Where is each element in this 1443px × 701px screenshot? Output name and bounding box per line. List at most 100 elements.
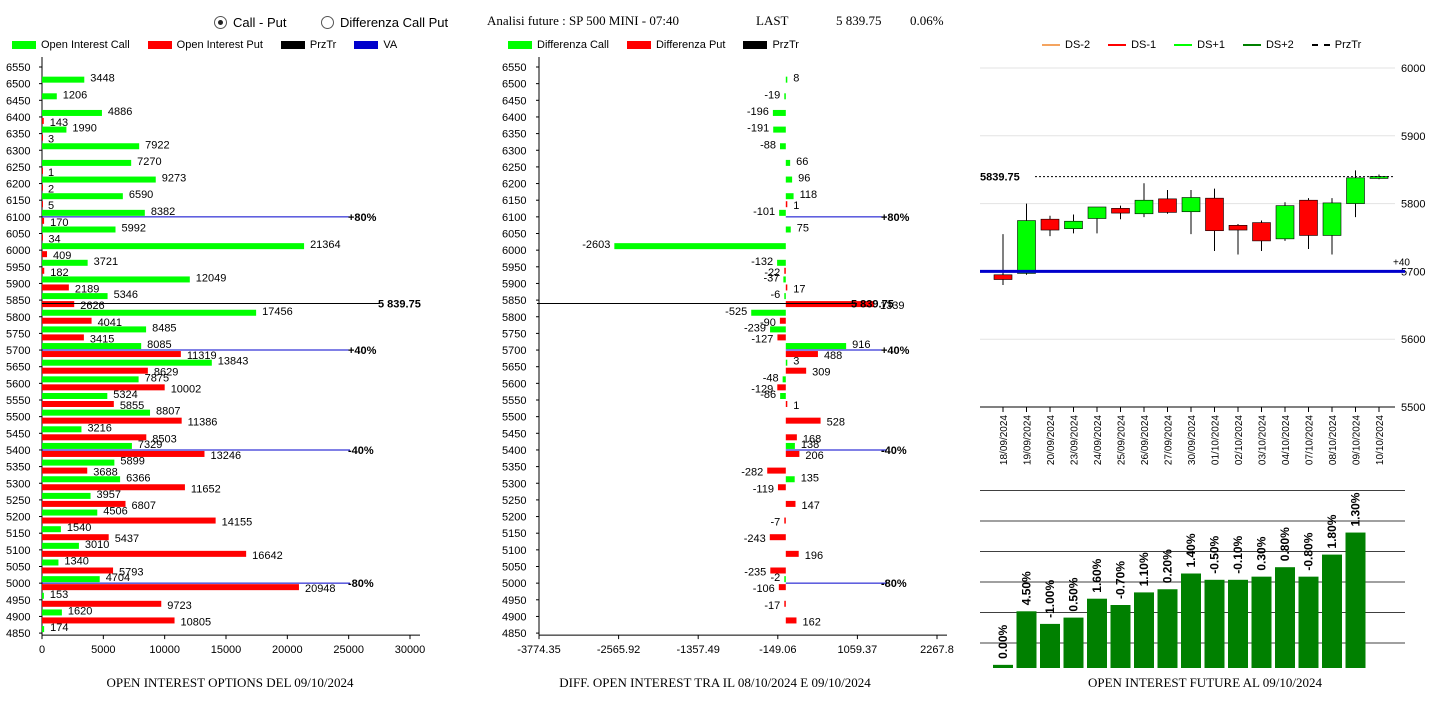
put-bar [42,317,92,324]
legend-line-przTr-3 [1311,44,1330,46]
put-bar [42,201,43,208]
put-value-label: 14155 [222,517,253,529]
call-value-label: 8382 [151,206,175,218]
legend-przTr-3: PrzTr [1334,39,1362,51]
diff-put-bar [785,201,788,208]
diff-put-bar [785,367,807,374]
future-oi-label: 0.80% [1278,527,1292,561]
date-tick-label: 23/09/2024 [1070,415,1081,465]
future-oi-bar [1298,576,1319,668]
call-value-label: 1540 [67,522,91,534]
diff-put-bar [777,334,786,341]
call-value-label: 12049 [196,272,227,284]
call-value-label: 5346 [114,289,138,301]
analysis-title: Analisi future : SP 500 MINI - 07:40 [487,13,679,28]
legend-diff: Differenza Call Differenza Put PrzTr [508,39,817,51]
legend-ds: DS-2 DS-1 DS+1 DS+2 PrzTr [1042,39,1379,51]
x-tick-label: 0 [39,644,45,656]
diff-call-value-label: 135 [801,472,819,484]
call-bar [42,109,102,116]
strike-tick-label: 6450 [6,95,30,107]
diff-call-bar [784,576,786,583]
put-bar [42,267,45,274]
diff-call-value-label: -101 [753,206,775,218]
date-tick-label: 10/10/2024 [1375,415,1386,465]
diff-put-value-label: 488 [824,350,842,362]
strike-tick-label: 6000 [502,245,526,257]
call-value-label: 8485 [152,322,176,334]
future-oi-bar [1016,611,1037,668]
candle-body [1275,205,1295,240]
put-bar [42,367,148,374]
put-value-label: 8503 [152,433,176,445]
put-bar [42,434,147,441]
diff-put-bar [767,467,786,474]
date-tick-label: 02/10/2024 [1234,415,1245,465]
candle-body [1252,222,1271,242]
strike-tick-label: 5850 [6,295,30,307]
strike-tick-label: 6250 [6,162,30,174]
call-bar [42,309,257,316]
put-value-label: 10805 [181,616,212,628]
call-bar [42,376,139,383]
strike-tick-label: 5550 [6,395,30,407]
put-value-label: 6807 [131,500,155,512]
strike-tick-label: 5800 [6,312,30,324]
diff-call-bar [785,76,788,83]
future-oi-label: 0.30% [1255,536,1269,570]
strike-tick-label: 5150 [6,528,30,540]
put-value-label: 2 [48,184,54,196]
y-tick-label: 5700 [1401,266,1425,278]
strike-tick-label: 6100 [502,212,526,224]
call-value-label: 3010 [85,539,109,551]
future-oi-bar [1181,573,1201,668]
diff-put-value-label: 162 [802,616,820,628]
strike-tick-label: 5400 [6,445,30,457]
strike-tick-label: 5200 [6,512,30,524]
future-oi-bar [1157,589,1178,668]
put-value-label: 5 [48,200,54,212]
x-tick-label: -2565.92 [597,644,640,656]
strike-tick-label: 5450 [502,428,526,440]
x-tick-label: -149.06 [759,644,796,656]
last-value: 5 839.75 [836,13,882,28]
future-oi-bar [1110,605,1131,668]
strike-tick-label: 5200 [502,512,526,524]
put-bar [42,234,43,241]
strike-tick-label: 6550 [6,62,30,74]
diff-call-bar [751,309,786,316]
strike-tick-label: 5050 [6,562,30,574]
call-value-label: 3721 [94,256,118,268]
legend-line-ds-m2 [1042,44,1060,46]
future-oi-bar [1228,579,1248,668]
strike-tick-label: 6250 [502,162,526,174]
call-value-label: 4704 [106,572,130,584]
radio-call-put[interactable]: Call - Put [214,15,286,30]
diff-call-value-label: 8 [793,73,799,85]
legend-swatch-va [354,41,379,49]
legend-ds-m1: DS-1 [1131,39,1157,51]
diff-put-bar [785,401,788,407]
strike-tick-label: 6450 [502,95,526,107]
strike-tick-label: 5350 [6,462,30,474]
call-value-label: 8085 [147,339,171,351]
call-value-label: 7875 [145,372,169,384]
future-oi-bar [1322,554,1342,668]
put-value-label: 9723 [167,600,191,612]
last-label: LAST [756,13,789,28]
future-oi-label: -0.70% [1114,561,1128,599]
diff-put-bar [785,500,796,507]
legend-line-ds-m1 [1108,44,1127,46]
strike-tick-label: 4950 [6,595,30,607]
x-tick-label: 10000 [149,644,180,656]
date-tick-label: 08/10/2024 [1328,415,1339,465]
radio-differenza[interactable]: Differenza Call Put [321,15,448,30]
diff-call-value-label: -239 [744,322,766,334]
candle-body [1205,197,1224,232]
call-value-label: 1206 [63,89,87,101]
diff-call-value-label: -2603 [582,239,610,251]
strike-tick-label: 5700 [502,345,526,357]
legend-oi: Open Interest Call Open Interest Put Prz… [12,39,415,51]
put-value-label: 2189 [75,283,99,295]
candle-body [1299,199,1318,236]
